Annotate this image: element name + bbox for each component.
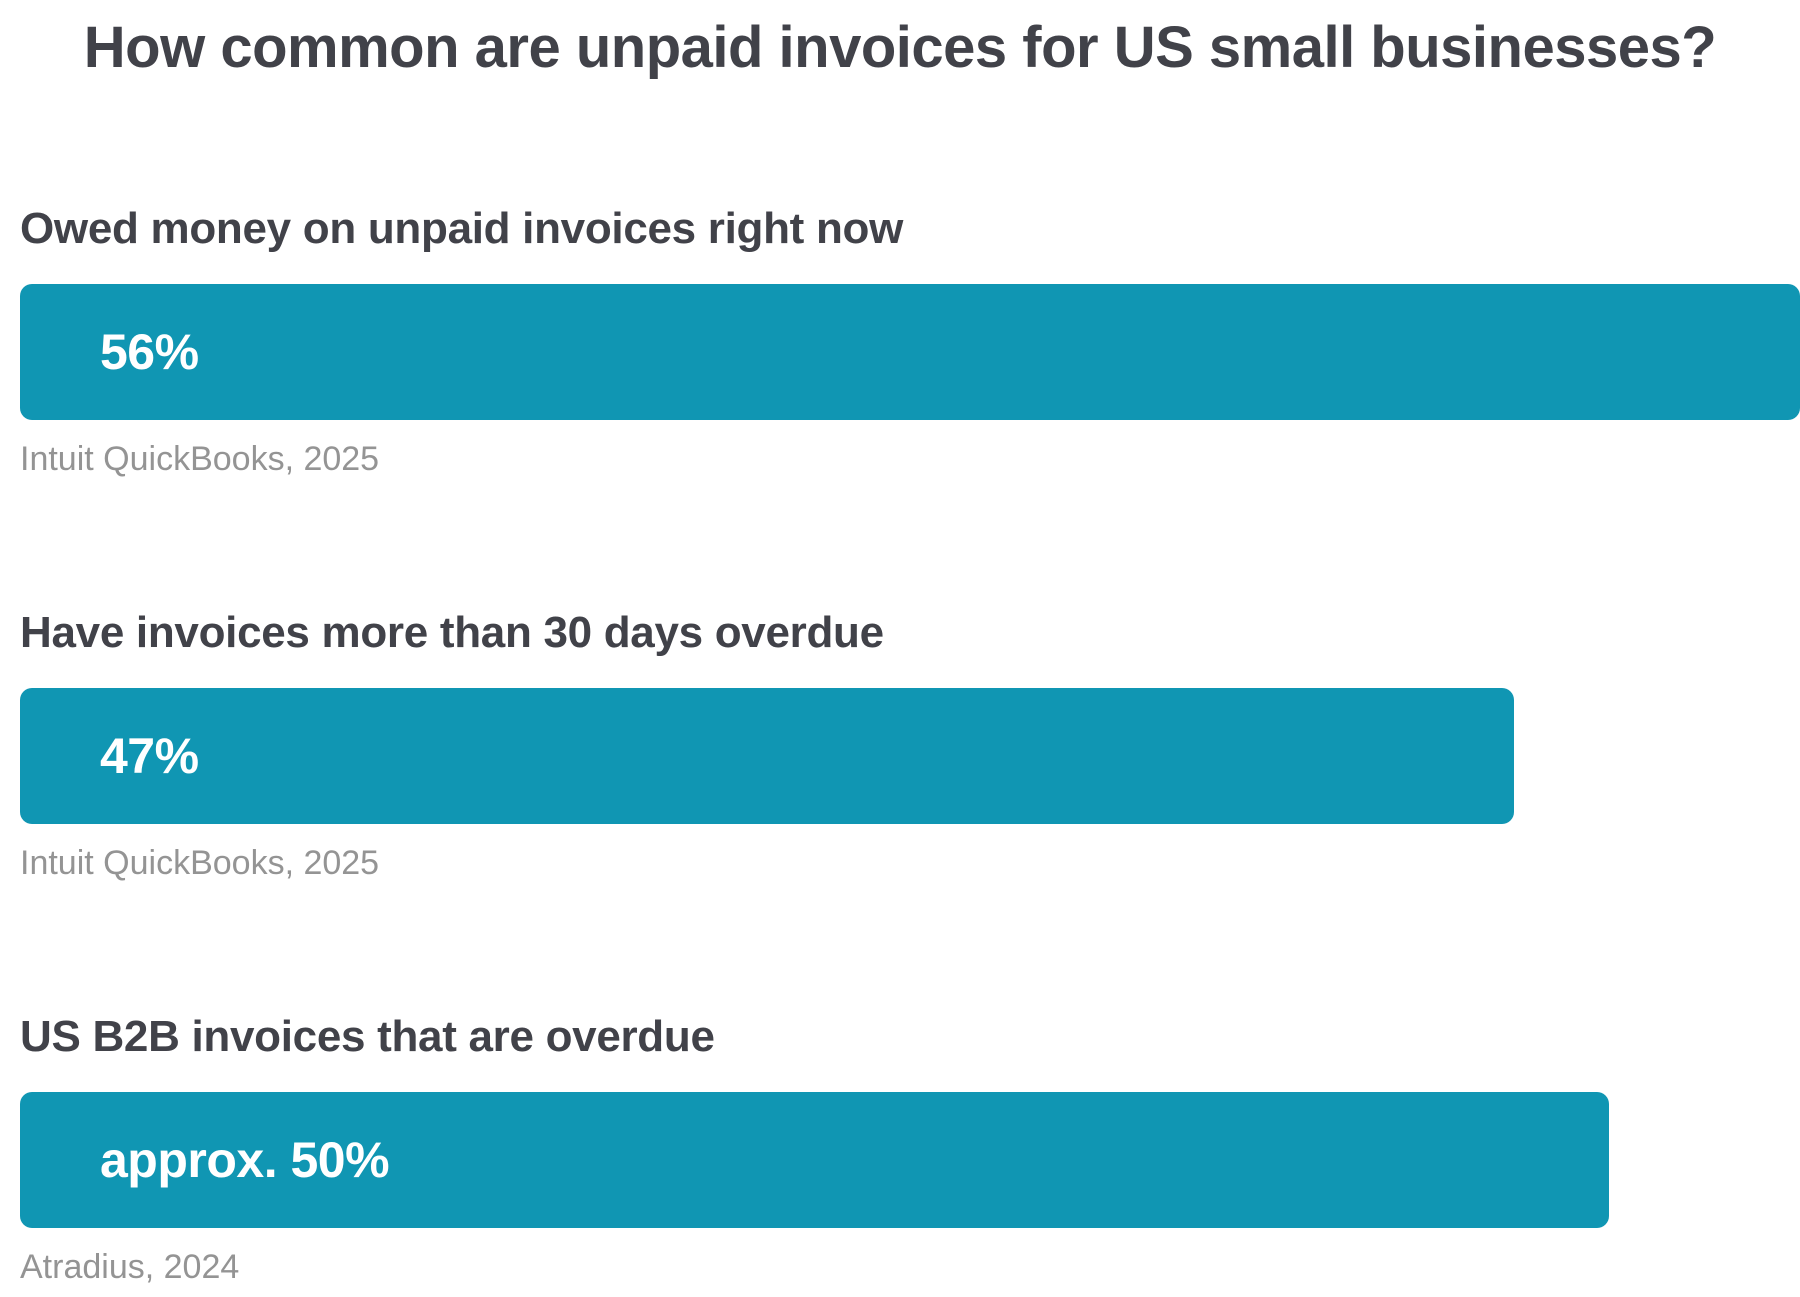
source-label: Atradius, 2024 xyxy=(20,1248,240,1286)
bar-value-label: approx. 50% xyxy=(100,1132,390,1188)
category-label: Owed money on unpaid invoices right now xyxy=(20,204,904,253)
source-label: Intuit QuickBooks, 2025 xyxy=(20,844,380,882)
bar: 56% xyxy=(20,284,1800,420)
chart-title: How common are unpaid invoices for US sm… xyxy=(83,15,1717,80)
bar-track: approx. 50% xyxy=(20,1092,1790,1228)
bar-value-label: 56% xyxy=(100,324,199,380)
category-label: Have invoices more than 30 days overdue xyxy=(20,608,884,657)
bar-track: 47% xyxy=(20,688,1790,824)
bar: approx. 50% xyxy=(20,1092,1609,1228)
category-label: US B2B invoices that are overdue xyxy=(20,1012,715,1061)
bar-track: 56% xyxy=(20,284,1800,420)
source-label: Intuit QuickBooks, 2025 xyxy=(20,440,380,478)
bar: 47% xyxy=(20,688,1514,824)
bar-value-label: 47% xyxy=(100,728,199,784)
